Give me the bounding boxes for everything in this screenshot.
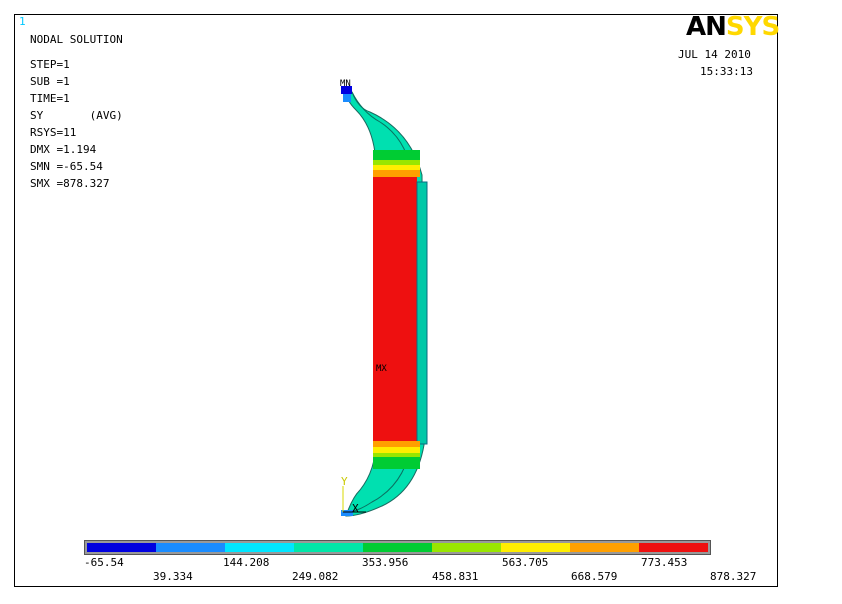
info-sub: SUB =1 xyxy=(30,75,70,88)
info-rsys: RSYS=11 xyxy=(30,126,77,139)
info-dmx: DMX =1.194 xyxy=(30,143,97,156)
band-green-top xyxy=(373,150,420,160)
legend-label: 458.831 xyxy=(432,570,479,583)
band-green-bottom xyxy=(373,457,420,469)
legend-swatch xyxy=(294,543,363,552)
band-lime-top xyxy=(373,160,420,165)
max-marker: MX xyxy=(376,364,387,374)
band-lime-bottom xyxy=(373,453,420,457)
legend-swatch xyxy=(363,543,432,552)
legend-swatch xyxy=(639,543,708,552)
band-yellow-bottom xyxy=(373,447,420,453)
legend-label: 563.705 xyxy=(502,556,549,569)
info-result-item: SY (AVG) xyxy=(30,109,123,122)
info-time: TIME=1 xyxy=(30,92,70,105)
min-stress-region xyxy=(341,86,352,94)
legend-label: 353.956 xyxy=(362,556,409,569)
legend-swatch xyxy=(501,543,570,552)
band-orange-bottom xyxy=(373,441,420,447)
window-number: 1 xyxy=(19,15,26,28)
date-text: JUL 14 2010 xyxy=(678,48,751,61)
info-smx: SMX =878.327 xyxy=(30,177,110,190)
info-step: STEP=1 xyxy=(30,58,70,71)
legend-label: 773.453 xyxy=(641,556,688,569)
legend-label: 144.208 xyxy=(223,556,270,569)
info-smn: SMN =-65.54 xyxy=(30,160,103,173)
legend-swatch xyxy=(225,543,294,552)
legend-label: 249.082 xyxy=(292,570,339,583)
legend-swatch xyxy=(432,543,501,552)
legend-swatch xyxy=(156,543,225,552)
max-stress-region xyxy=(373,177,417,441)
legend-swatch xyxy=(87,543,156,552)
legend-label: 668.579 xyxy=(571,570,618,583)
y-axis-label: Y xyxy=(341,475,348,488)
legend-label: -65.54 xyxy=(84,556,124,569)
info-title: NODAL SOLUTION xyxy=(30,33,123,46)
legend-label: 39.334 xyxy=(153,570,193,583)
legend-label: 878.327 xyxy=(710,570,757,583)
band-orange-top xyxy=(373,170,420,177)
time-text: 15:33:13 xyxy=(700,65,753,78)
ansys-logo: ANSYS xyxy=(686,12,780,42)
band-yellow-top xyxy=(373,165,420,170)
x-axis-label: X xyxy=(352,502,359,515)
legend-swatch xyxy=(570,543,639,552)
stiffener-plate xyxy=(416,181,428,445)
color-legend xyxy=(84,540,711,555)
min-marker: MN xyxy=(340,79,351,89)
